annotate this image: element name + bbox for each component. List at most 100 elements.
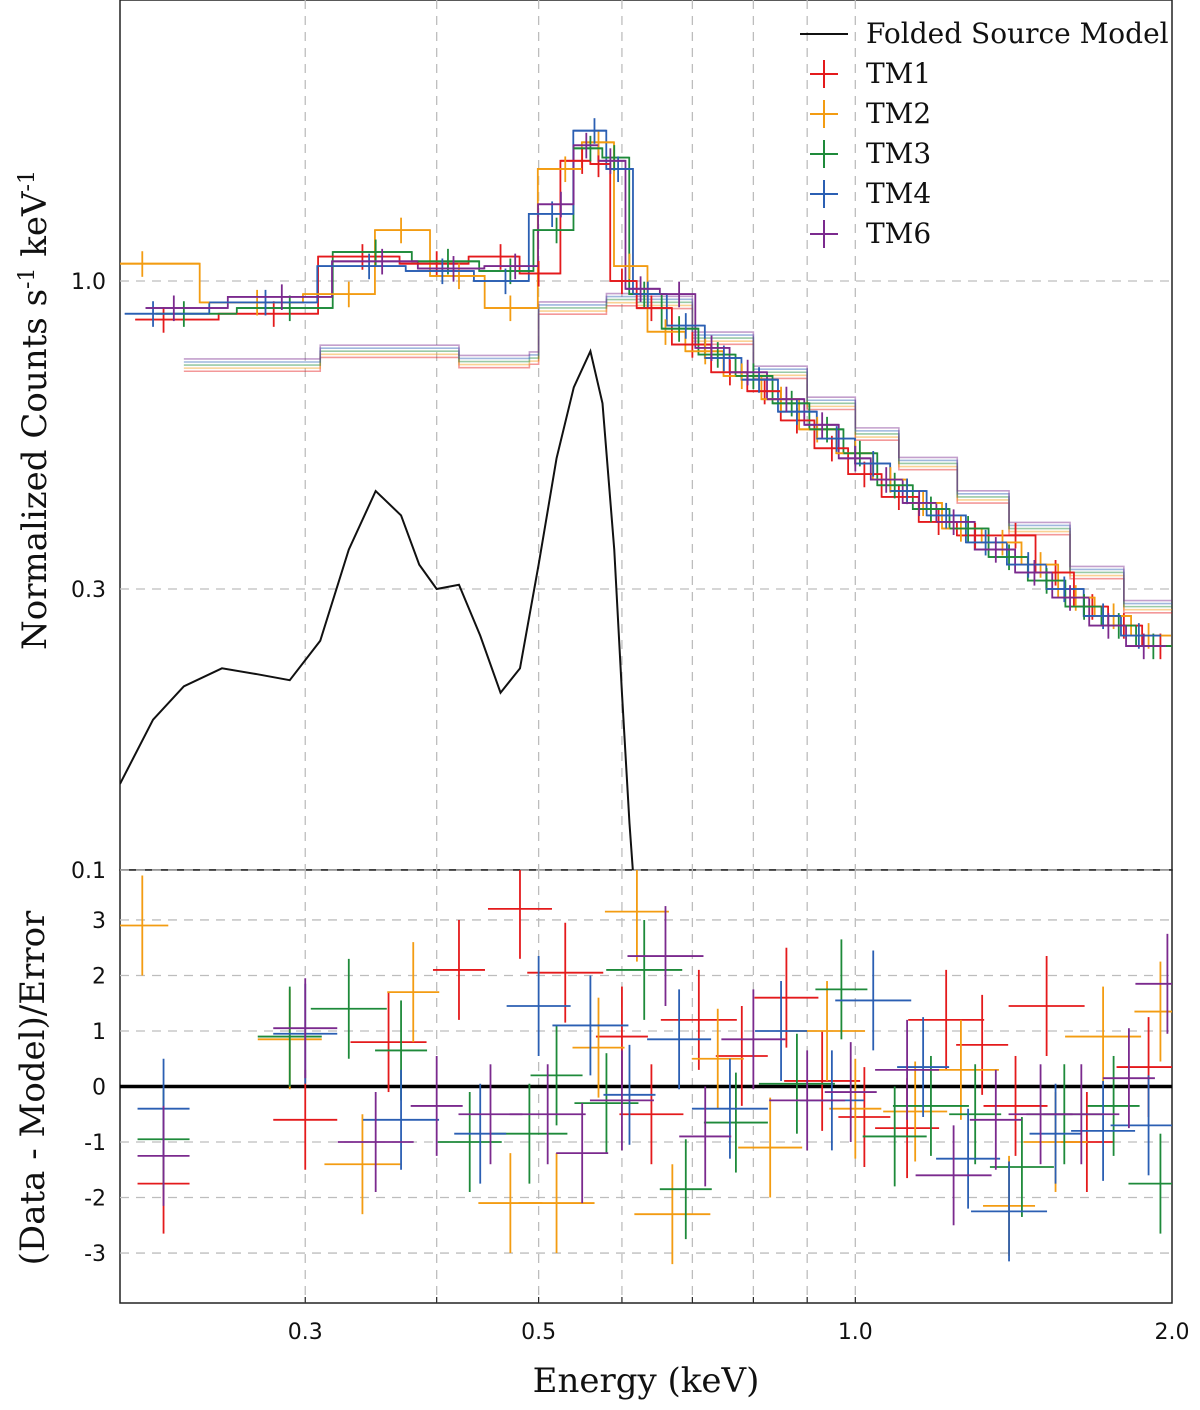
data-point-tm1 — [956, 522, 996, 549]
data-point-tm1 — [636, 295, 672, 322]
residual-point-tm6 — [915, 1125, 992, 1226]
data-point-tm3 — [698, 342, 736, 368]
data-point-tm4 — [854, 451, 891, 477]
data-point-tm6 — [227, 284, 332, 310]
data-point-tm1 — [399, 251, 469, 277]
legend-label: TM1 — [866, 57, 931, 90]
data-point-tm2 — [374, 217, 431, 244]
residual-point-tm1 — [432, 919, 485, 1020]
residual-point-tm4 — [1029, 1083, 1082, 1184]
data-point-tm3 — [533, 217, 574, 244]
data-point-tm6 — [145, 295, 228, 322]
residual-point-tm2 — [604, 870, 669, 962]
data-point-tm2 — [120, 251, 200, 277]
data-point-tm6 — [598, 148, 626, 174]
data-point-tm3 — [735, 363, 773, 390]
data-point-tm3 — [949, 516, 989, 542]
residual-point-tm3 — [1128, 1133, 1172, 1234]
data-point-tm6 — [417, 256, 485, 282]
legend-label: TM3 — [866, 137, 931, 170]
folded-source-model-curve — [120, 348, 634, 870]
residual-point-tm1 — [838, 1067, 891, 1167]
data-point-tm6 — [974, 537, 1016, 563]
residual-point-tm3 — [606, 919, 683, 1020]
residual-point-tm4 — [506, 956, 571, 1056]
data-point-tm6 — [767, 386, 805, 413]
x-axis-label: Energy (keV) — [533, 1361, 760, 1401]
data-point-tm4 — [209, 289, 318, 316]
data-point-tm4 — [124, 301, 210, 327]
y-tick-label-bottom: 2 — [92, 964, 106, 989]
bottom-plot-area — [120, 870, 1172, 1265]
residual-point-tm2 — [634, 1164, 711, 1265]
x-tick-label: 2.0 — [1155, 1320, 1190, 1345]
data-point-tm6 — [484, 253, 539, 280]
residual-point-tm1 — [487, 870, 552, 959]
data-point-tm4 — [1006, 552, 1047, 578]
data-point-tm6 — [729, 359, 768, 386]
data-point-tm4 — [573, 118, 607, 144]
data-point-tm6 — [538, 191, 574, 218]
residual-point-tm1 — [660, 969, 737, 1070]
residual-point-tm2 — [691, 1008, 744, 1109]
data-point-tm4 — [816, 426, 855, 452]
y-tick-label-bottom: -3 — [84, 1242, 106, 1267]
residual-point-tm4 — [936, 1108, 1001, 1209]
data-point-tm4 — [666, 313, 705, 339]
data-point-tm4 — [473, 268, 529, 295]
data-point-tm6 — [804, 412, 839, 438]
data-point-tm1 — [519, 260, 561, 287]
y-tick-label-top: 0.1 — [71, 859, 106, 884]
data-point-tm4 — [890, 478, 927, 505]
residual-point-tm3 — [758, 1033, 835, 1134]
data-point-tm6 — [695, 335, 730, 361]
background-model-line-tm6 — [183, 292, 1172, 602]
residual-point-tm2 — [1134, 961, 1172, 1062]
residual-point-tm2 — [120, 875, 169, 976]
data-point-tm3 — [602, 145, 630, 171]
data-point-tm4 — [926, 502, 966, 529]
x-tick-label: 0.5 — [521, 1320, 556, 1345]
residual-point-tm2 — [572, 997, 625, 1098]
residual-point-tm1 — [273, 1069, 338, 1170]
residual-point-tm4 — [647, 989, 712, 1090]
residual-point-tm6 — [509, 1064, 586, 1165]
data-point-tm2 — [613, 253, 648, 280]
data-point-tm6 — [1089, 613, 1127, 639]
residual-point-tm2 — [738, 1097, 803, 1198]
data-point-tm1 — [590, 151, 611, 178]
data-point-tm6 — [625, 276, 660, 302]
data-point-tm6 — [902, 490, 937, 517]
residual-point-tm3 — [310, 958, 387, 1059]
data-point-tm2 — [537, 156, 582, 183]
background-model-line-tm3 — [183, 298, 1172, 608]
residual-point-tm4 — [552, 975, 629, 1076]
y-tick-label-top: 0.3 — [71, 578, 106, 603]
residual-point-tm6 — [556, 1103, 609, 1204]
residual-point-tm1 — [1008, 956, 1085, 1056]
legend-label: TM2 — [866, 97, 931, 130]
y-tick-label-top: 1.0 — [71, 270, 106, 295]
residual-point-tm1 — [956, 994, 1009, 1095]
data-point-tm1 — [610, 268, 637, 295]
residual-point-tm1 — [908, 969, 985, 1070]
background-model-line-tm2 — [183, 301, 1172, 611]
y-tick-label-bottom: 0 — [92, 1076, 106, 1101]
residual-point-tm4 — [755, 981, 808, 1081]
residual-point-tm6 — [410, 1055, 463, 1156]
data-point-tm6 — [936, 509, 975, 535]
residual-point-tm2 — [387, 942, 440, 1043]
legend-label: Folded Source Model — [866, 17, 1169, 50]
residual-point-tm3 — [892, 1055, 969, 1156]
residual-point-tm6 — [721, 989, 786, 1090]
data-point-tm4 — [317, 253, 406, 280]
data-point-tm6 — [659, 281, 696, 308]
y-tick-label-bottom: 1 — [92, 1020, 106, 1045]
residual-point-tm6 — [273, 978, 338, 1079]
residual-point-tm1 — [715, 1006, 768, 1106]
data-point-tm3 — [573, 135, 603, 162]
residual-point-tm1 — [983, 1055, 1048, 1156]
top-grid — [120, 0, 1172, 871]
residual-point-tm3 — [574, 1053, 639, 1154]
